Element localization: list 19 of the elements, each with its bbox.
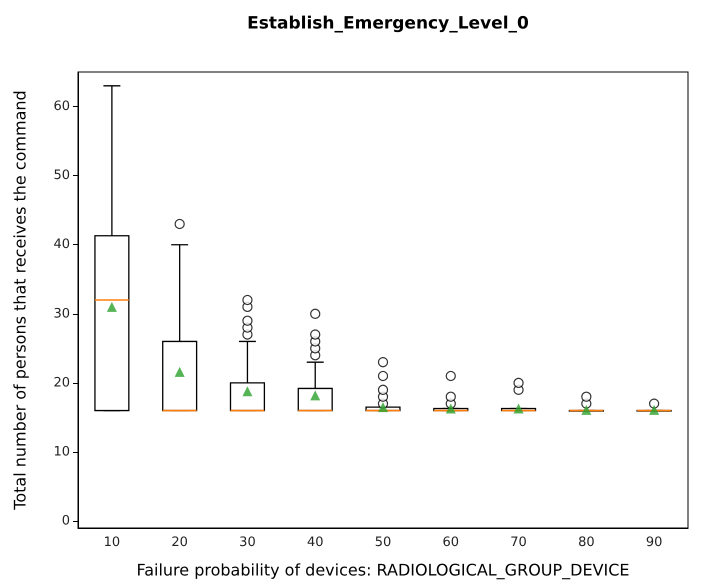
x-axis-title: Failure probability of devices: RADIOLOGICAL_GROUP_DEVICE <box>136 560 630 580</box>
x-tick-label: 10 <box>104 535 120 550</box>
y-tick-label: 10 <box>53 444 70 460</box>
y-tick-label: 0 <box>62 514 70 529</box>
y-tick-label: 30 <box>53 306 70 322</box>
y-axis-title: Total number of persons that receives the command <box>10 90 30 511</box>
y-tick-label: 50 <box>53 168 70 184</box>
x-tick-label: 90 <box>646 535 662 550</box>
chart-title: Establish_Emergency_Level_0 <box>247 14 530 34</box>
y-tick-label: 40 <box>53 237 70 252</box>
x-tick-label: 60 <box>442 535 460 550</box>
y-tick-label: 60 <box>53 99 70 114</box>
x-tick-label: 20 <box>171 535 188 550</box>
x-tick-label: 70 <box>510 535 527 550</box>
x-tick-label: 80 <box>578 535 595 550</box>
y-tick-label: 20 <box>53 375 70 390</box>
x-tick-label: 50 <box>374 535 392 550</box>
x-tick-label: 30 <box>239 535 256 550</box>
x-tick-label: 40 <box>306 535 324 550</box>
